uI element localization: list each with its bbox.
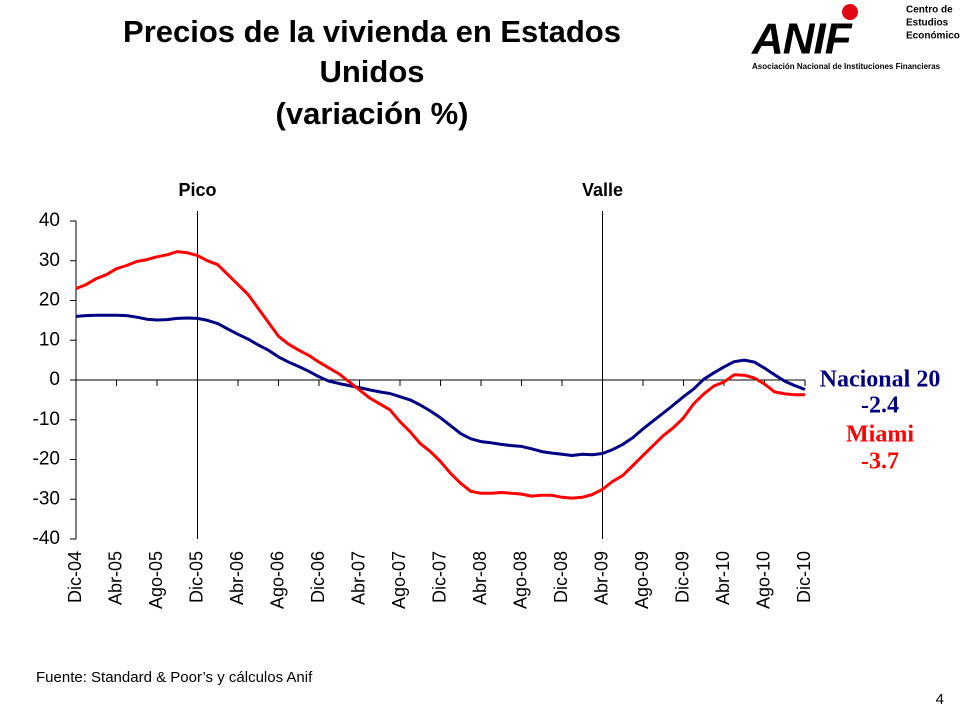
x-tick-label: Dic-09	[672, 551, 692, 603]
x-tick-label: Abr-08	[470, 551, 490, 605]
x-tick-label: Ago-07	[389, 551, 409, 609]
logo-name: ANIF	[751, 15, 853, 64]
x-tick-label: Dic-06	[308, 551, 328, 603]
x-tick-label: Ago-10	[753, 551, 773, 609]
x-tick-label: Dic-10	[794, 551, 814, 603]
y-tick-label: 0	[49, 369, 60, 390]
x-tick-label: Dic-07	[429, 551, 449, 603]
page-number: 4	[936, 691, 944, 708]
logo-dot	[842, 4, 858, 20]
y-tick-label: -20	[33, 449, 60, 470]
logo-unit: Estudios	[906, 18, 949, 29]
x-tick-label: Dic-05	[186, 551, 206, 603]
source: Fuente: Standard & Poor’s y cálculos Ani…	[36, 669, 313, 686]
y-tick-label: 20	[39, 290, 60, 311]
chart-title: Unidos	[319, 54, 424, 89]
logo: ANIF Asociación Nacional de Institucione…	[751, 4, 960, 71]
chart-title: Precios de la vivienda en Estados	[123, 14, 621, 49]
x-tick-label: Abr-07	[348, 551, 368, 605]
marker-label: Valle	[582, 180, 623, 200]
y-tick-label: -40	[33, 528, 60, 549]
marker-label: Pico	[178, 180, 216, 200]
x-tick-label: Abr-05	[105, 551, 125, 605]
logo-unit: Centro de	[906, 5, 953, 16]
logo-unit: Económicos	[906, 31, 960, 42]
series-line	[75, 250, 805, 500]
annotation: -2.4	[861, 393, 899, 419]
x-tick-label: Dic-08	[551, 551, 571, 603]
y-tick-label: 10	[39, 329, 60, 350]
x-tick-label: Dic-04	[65, 551, 85, 603]
chart-title: (variación %)	[276, 96, 469, 131]
y-tick-label: -10	[33, 409, 60, 430]
x-tick-label: Ago-08	[510, 551, 530, 609]
annotation: Miami	[846, 422, 914, 448]
y-tick-label: -30	[33, 488, 60, 509]
annotation: -3.7	[861, 449, 899, 475]
x-tick-label: Ago-05	[146, 551, 166, 609]
y-tick-label: 30	[39, 250, 60, 271]
x-tick-label: Ago-09	[632, 551, 652, 609]
x-tick-label: Abr-09	[591, 551, 611, 605]
y-tick-label: 40	[39, 210, 60, 231]
x-tick-label: Abr-10	[713, 551, 733, 605]
annotation: Nacional 20	[820, 367, 941, 393]
x-tick-label: Abr-06	[227, 551, 247, 605]
x-tick-label: Ago-06	[267, 551, 287, 609]
series-line	[75, 313, 806, 457]
logo-full-name: Asociación Nacional de Instituciones Fin…	[752, 62, 941, 71]
